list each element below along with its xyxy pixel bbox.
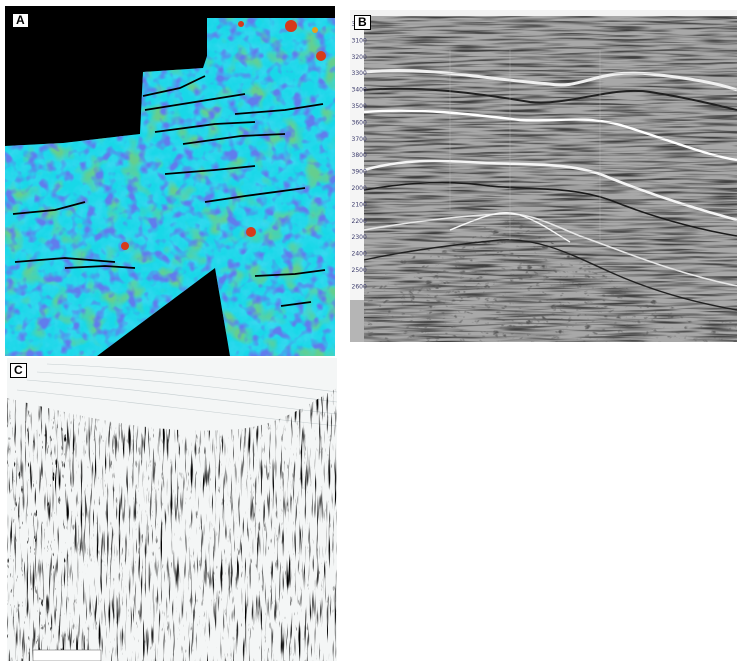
- depth-tick-label: 2200: [352, 218, 367, 225]
- depth-tick-label: 3600: [352, 119, 367, 126]
- depth-tick-label: 3200: [352, 54, 367, 61]
- panel-label-c: C: [10, 363, 27, 378]
- depth-tick-label: 3300: [352, 70, 367, 77]
- depth-tick-label: 2400: [352, 251, 367, 258]
- depth-tick-label: 2600: [352, 283, 367, 290]
- panel-c: C: [7, 358, 337, 661]
- scale-bar: [32, 649, 102, 661]
- fault-lines: [12, 75, 326, 307]
- seismic-section-b: 3000310032003300340035003600370038003900…: [350, 10, 737, 342]
- depth-tick-label: 3500: [352, 103, 367, 110]
- depth-tick-label: 3800: [352, 152, 367, 159]
- depth-tick-label: 3900: [352, 169, 367, 176]
- attribute-map: [5, 18, 335, 356]
- panel-b: B: [350, 10, 737, 342]
- depth-tick-label: 3700: [352, 136, 367, 143]
- depth-tick-label: 2100: [352, 201, 367, 208]
- depth-ticks: 3000310032003300340035003600370038003900…: [352, 21, 737, 290]
- depth-tick-label: 3400: [352, 87, 367, 94]
- seismic-section-c: [7, 358, 337, 661]
- depth-tick-label: 2500: [352, 267, 367, 274]
- panel-label-a: A: [12, 13, 29, 28]
- panel-a: A: [5, 6, 335, 356]
- panel-label-b: B: [354, 15, 371, 30]
- depth-tick-label: 2300: [352, 234, 367, 241]
- depth-tick-label: 2000: [352, 185, 367, 192]
- depth-tick-label: 3100: [352, 37, 367, 44]
